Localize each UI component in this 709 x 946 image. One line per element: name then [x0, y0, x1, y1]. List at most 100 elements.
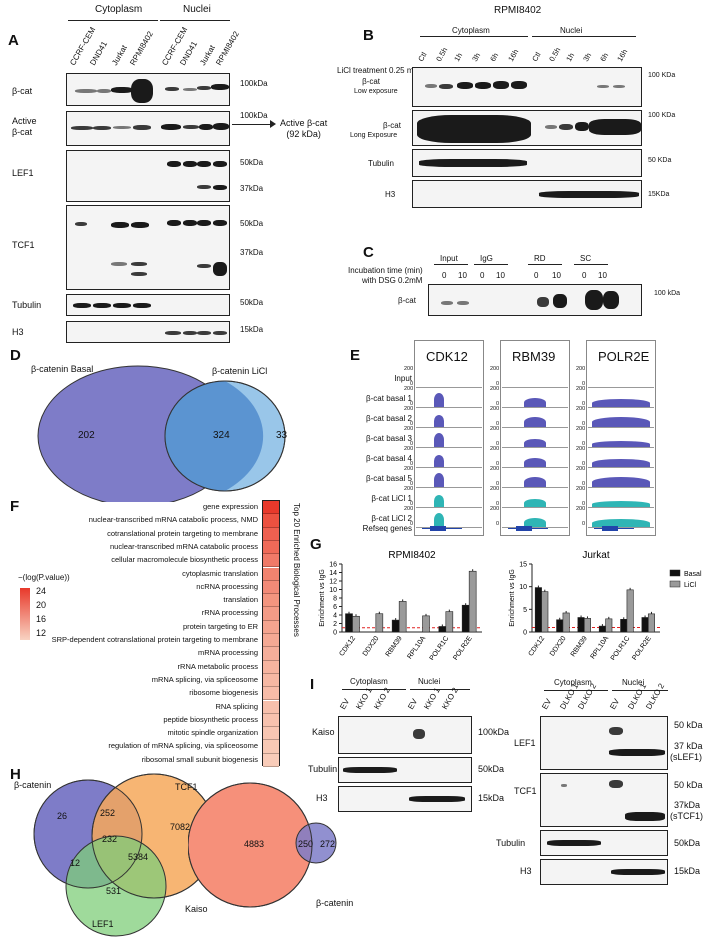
- i-lane-left: EV: [406, 697, 420, 711]
- i-size-r4: 50 kDa: [674, 780, 703, 790]
- e-track: [588, 508, 654, 528]
- f-legend-title: −(log(P.value)): [18, 573, 70, 582]
- e-scale-label: 200: [576, 426, 586, 432]
- e-track: [502, 448, 568, 468]
- i-size-l3: 15kDa: [478, 793, 505, 803]
- f-heatmap-cell: [263, 634, 279, 648]
- h-n7082: 7082: [170, 822, 191, 832]
- e-zero-label: 0: [582, 521, 586, 527]
- g-x-tick-label: RBM39: [570, 635, 589, 658]
- i-size-r2: 37 kDa: [674, 741, 703, 751]
- g-bar: [352, 615, 360, 633]
- e-zero-label: 0: [496, 401, 500, 407]
- e-scale-label: 200: [490, 426, 500, 432]
- e-zero-label: 0: [496, 461, 500, 467]
- g-y-tick-label: 4: [333, 613, 337, 620]
- g-x-tick-label: DDX20: [549, 635, 568, 658]
- e-scale-label: 200: [576, 366, 586, 372]
- f-heatmap-cell: [263, 540, 279, 555]
- b-lane-label: 3h: [581, 51, 594, 63]
- e-gene-title: RBM39: [512, 349, 556, 364]
- e-gene-title: CDK12: [426, 349, 468, 364]
- b-row-low-exp: Low exposure: [354, 88, 398, 95]
- g-y-tick-label: 16: [329, 562, 337, 569]
- h-n252: 252: [100, 808, 116, 818]
- g-legend-swatch: [669, 580, 681, 588]
- i-size-l2: 50kDa: [478, 764, 505, 774]
- a-nuclei-label: Nuclei: [183, 4, 211, 15]
- g-bar: [391, 619, 400, 633]
- e-track: [416, 408, 482, 428]
- h-n4883: 4883: [244, 839, 265, 849]
- h-kaiso-label: Kaiso: [185, 904, 208, 914]
- g-bar: [541, 591, 549, 633]
- e-scale-label: 200: [490, 486, 500, 492]
- g-y-tick-label: 10: [329, 587, 337, 594]
- b-low-blot: [412, 67, 642, 107]
- h-n232: 232: [102, 834, 118, 844]
- c-row-bcat: β-cat: [398, 296, 416, 305]
- f-heatmap-cell: [263, 687, 279, 701]
- i-tubulin-left-blot: [338, 757, 472, 783]
- a-size-lef1-50: 50kDa: [240, 158, 264, 167]
- f-heatmap-cell: [263, 501, 279, 515]
- i-row-h3-right: H3: [520, 866, 532, 876]
- e-zero-label: 0: [582, 461, 586, 467]
- c-time-label: 0: [442, 271, 447, 280]
- d-count-mid: 324: [213, 430, 230, 441]
- e-track: [416, 448, 482, 468]
- g-y-tick-label: 0: [333, 630, 337, 637]
- i-row-kaiso: Kaiso: [312, 727, 335, 737]
- panel-label-g: G: [310, 536, 322, 553]
- g-x-tick-label: POLR1C: [610, 635, 632, 660]
- e-scale-label: 200: [576, 406, 586, 412]
- e-scale-label: 200: [576, 466, 586, 472]
- h-bcat-label: β-catenin: [14, 780, 52, 790]
- c-time-label: 0: [534, 271, 539, 280]
- e-peak: [592, 399, 650, 407]
- e-zero-label: 0: [496, 521, 500, 527]
- i-kaiso-blot: [338, 716, 472, 754]
- g-bar: [620, 619, 628, 633]
- f-legend-tick: 24: [36, 586, 47, 596]
- e-peak: [434, 495, 444, 507]
- f-term-label: protein targeting to ER: [182, 621, 258, 631]
- f-term-label: ncRNA processing: [196, 581, 258, 591]
- e-scale-label: 200: [404, 466, 414, 472]
- f-term-label: RNA splicing: [215, 701, 258, 711]
- e-track-label: β-cat basal 4: [366, 454, 412, 463]
- a-lane-label: DND41: [88, 39, 110, 67]
- e-scale-label: 200: [490, 406, 500, 412]
- a-row-tubulin: Tubulin: [12, 300, 42, 310]
- e-peak: [434, 415, 444, 427]
- f-term-label: mRNA splicing, via spliceosome: [151, 674, 258, 684]
- b-treatment: LiCl treatment 0.25 mM: [337, 66, 421, 75]
- f-legend-tick: 12: [36, 628, 47, 638]
- f-heatmap-cell: [263, 673, 279, 688]
- f-legend-tick: 16: [36, 614, 47, 624]
- f-term-label: nuclear-transcribed mRNA catabolic proce…: [88, 515, 258, 525]
- d-count-right: 33: [276, 430, 288, 441]
- a-cytoplasm-label: Cytoplasm: [95, 4, 143, 15]
- e-peak: [592, 501, 650, 507]
- f-heatmap-cell: [263, 660, 279, 674]
- e-track: [502, 428, 568, 448]
- b-long-blot: [412, 110, 642, 146]
- a-lane-label: Jurkat: [198, 43, 217, 67]
- g-bar: [445, 611, 454, 633]
- i-tcf1-blot: [540, 773, 668, 827]
- b-lane-label: 3h: [470, 51, 483, 63]
- g-bar: [556, 619, 564, 633]
- c-group-line: [528, 264, 562, 265]
- c-group-label: RD: [534, 254, 546, 263]
- i-h3-right-blot: [540, 859, 668, 885]
- a-bcat-blot: [66, 73, 230, 106]
- g-legend-label: LiCl: [684, 582, 697, 589]
- c-size: 100 kDa: [654, 290, 681, 297]
- e-track: [588, 368, 654, 388]
- i-lane-right: EV: [540, 697, 554, 711]
- f-heatmap-cell: [263, 527, 279, 541]
- b-lane-label: 6h: [488, 51, 501, 63]
- e-zero-label: 0: [410, 521, 414, 527]
- c-group-line: [574, 264, 608, 265]
